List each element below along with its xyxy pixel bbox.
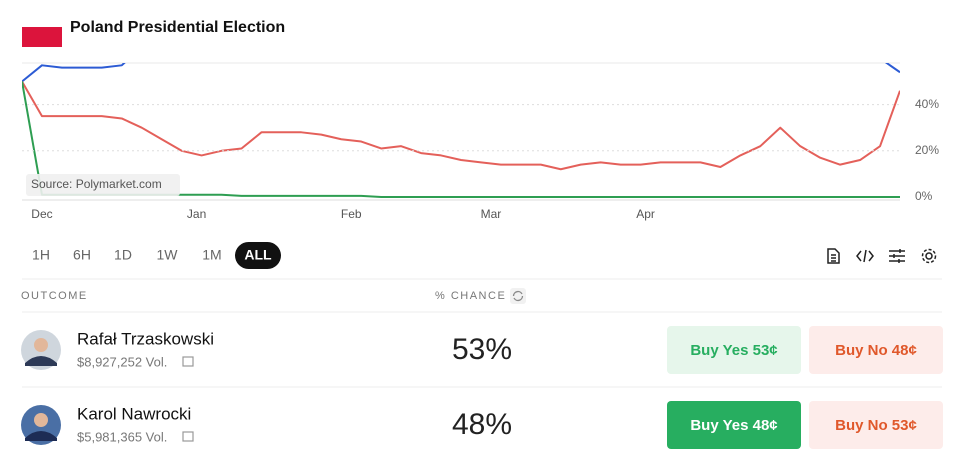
refresh-icon[interactable] xyxy=(510,288,526,304)
range-button[interactable]: 1M xyxy=(202,247,221,263)
outcome-volume: $8,927,252 Vol. xyxy=(77,354,167,369)
flag xyxy=(22,27,62,47)
gift-icon xyxy=(182,356,194,367)
series-line xyxy=(22,63,900,83)
y-tick-label: 20% xyxy=(915,143,939,157)
settings-icon[interactable] xyxy=(889,249,905,263)
buy-no-bg xyxy=(809,326,943,374)
source: Source: Polymarket.com xyxy=(31,177,162,191)
y-tick-label: 40% xyxy=(915,97,939,111)
buy-yes-label: Buy Yes 48¢ xyxy=(690,417,777,434)
col-header: % CHANCE xyxy=(435,290,506,302)
avatar-body xyxy=(25,431,57,441)
title: Poland Presidential Election xyxy=(70,19,285,36)
gift-icon xyxy=(182,431,194,442)
x-tick-label: Jan xyxy=(187,207,206,221)
buy-no-bg xyxy=(809,401,943,449)
x-tick-label: Feb xyxy=(341,207,362,221)
buy-yes-button[interactable]: Buy Yes 48¢ xyxy=(667,401,801,449)
chance: 53% xyxy=(452,333,512,366)
series-line xyxy=(22,80,900,171)
buy-yes-label: Buy Yes 53¢ xyxy=(690,342,777,359)
buy-no-button[interactable]: Buy No 48¢ xyxy=(809,326,943,374)
range-button[interactable]: 1D xyxy=(114,247,132,263)
gear-icon[interactable] xyxy=(925,252,933,260)
x-tick-label: Mar xyxy=(481,207,502,221)
range-button[interactable]: ALL xyxy=(235,242,281,269)
outcome-name: Rafał Trzaskowski xyxy=(77,329,214,348)
chance: 48% xyxy=(452,408,512,441)
doc-icon[interactable] xyxy=(827,248,840,264)
buy-yes-bg xyxy=(667,326,801,374)
range-label: 1M xyxy=(202,247,221,263)
x-tick-label: Apr xyxy=(636,207,655,221)
range-label: 1H xyxy=(32,247,50,263)
source-box xyxy=(26,174,180,196)
range-button[interactable]: 1W xyxy=(157,247,179,263)
x-tick-label: Dec xyxy=(31,207,52,221)
embed-icon[interactable] xyxy=(856,249,874,263)
avatar-head xyxy=(34,338,48,352)
buy-no-button[interactable]: Buy No 53¢ xyxy=(809,401,943,449)
buy-yes-bg xyxy=(667,401,801,449)
toolbar-icons xyxy=(827,248,937,264)
range-button[interactable]: 1H xyxy=(32,247,50,263)
range-label: 1W xyxy=(157,247,179,263)
outcome-volume: $5,981,365 Vol. xyxy=(77,429,167,444)
y-tick-label: 0% xyxy=(915,189,933,203)
buy-no-label: Buy No 48¢ xyxy=(835,342,917,359)
range-label: 6H xyxy=(73,247,91,263)
col-header: OUTCOME xyxy=(21,290,88,302)
range-label: 1D xyxy=(114,247,132,263)
buy-no-label: Buy No 53¢ xyxy=(835,417,917,434)
outcome-name: Karol Nawrocki xyxy=(77,404,191,423)
buy-yes-button[interactable]: Buy Yes 53¢ xyxy=(667,326,801,374)
avatar-body xyxy=(25,356,57,366)
range-button[interactable]: 6H xyxy=(73,247,91,263)
range-label: ALL xyxy=(244,247,272,263)
range-button-bg xyxy=(235,242,281,269)
avatar-head xyxy=(34,413,48,427)
